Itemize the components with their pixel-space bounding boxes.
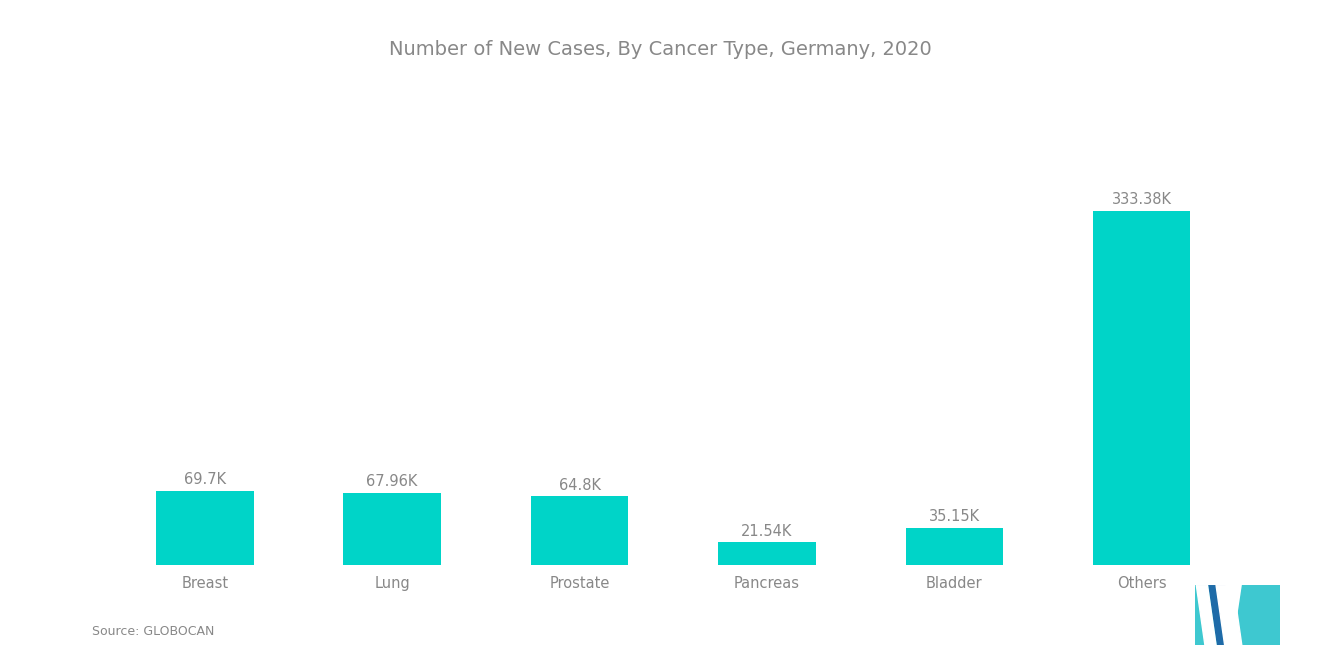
Text: 21.54K: 21.54K xyxy=(742,523,792,539)
Text: 333.38K: 333.38K xyxy=(1111,192,1172,207)
Bar xyxy=(718,543,816,565)
Text: Source: GLOBOCAN: Source: GLOBOCAN xyxy=(92,625,215,638)
Text: Number of New Cases, By Cancer Type, Germany, 2020: Number of New Cases, By Cancer Type, Ger… xyxy=(388,40,932,59)
Bar xyxy=(906,528,1003,565)
Bar xyxy=(156,491,253,565)
Bar xyxy=(343,493,441,565)
Text: 35.15K: 35.15K xyxy=(929,509,979,524)
Text: 69.7K: 69.7K xyxy=(183,472,226,487)
Polygon shape xyxy=(1216,585,1242,645)
Polygon shape xyxy=(1195,585,1216,645)
Polygon shape xyxy=(1196,585,1216,645)
Polygon shape xyxy=(1233,585,1280,645)
Bar xyxy=(531,496,628,565)
Polygon shape xyxy=(1195,585,1233,645)
Bar xyxy=(1093,211,1191,565)
Text: 64.8K: 64.8K xyxy=(558,477,601,493)
Text: 67.96K: 67.96K xyxy=(367,474,418,489)
